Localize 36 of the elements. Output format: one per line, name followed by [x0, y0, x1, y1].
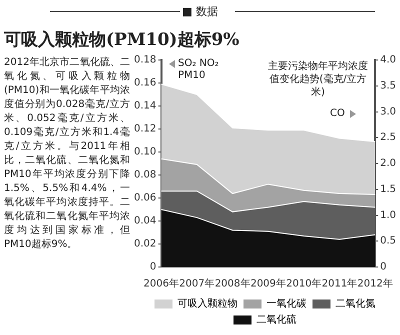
y-tick-label: 0.06 [134, 192, 156, 204]
y2-tick-label: 2.0 [380, 158, 396, 170]
y2-tick-label: 1.5 [380, 184, 396, 195]
x-tick-label: 2011年 [322, 278, 358, 290]
x-tick-label: 2007年 [179, 278, 215, 290]
legend-label: 一氧化碳 [266, 298, 306, 310]
y2-tick-label: 2.5 [380, 132, 396, 144]
text: 2012年北京市二氧化硫、二氧化氮、可吸入颗粒物(PM10)和一氧化碳年平均浓度值分别为0.028毫克/立方米、0.052毫克/立方米、0.109毫克/立方米和1.4毫克/立方米。与2011年相比，二氧化硫、二氧化氮和PM10年平均浓度分别下降1.5%、5.5%和4.4%，一氧化碳年平均浓度持平。二氧化硫和二氧化氮年平均浓度均达到国家标准，但PM10超标9%。 [4, 57, 130, 250]
y-tick-label: 0.08 [134, 170, 156, 181]
y-tick-label: 0.10 [134, 146, 156, 158]
y-tick-label: 0.02 [134, 238, 156, 250]
y2-tick-label: 1.0 [380, 210, 396, 221]
y-axis-title: SO₂ NO₂ PM10 [178, 58, 220, 82]
y-tick-label: 0.12 [134, 124, 156, 135]
y-tick-label: 0.18 [134, 54, 156, 66]
legend-label: 可吸入颗粒物 [178, 298, 238, 310]
chart-title: 可吸入颗粒物(PM10)超标9% [4, 29, 240, 51]
y-tick-label: 0.04 [134, 216, 156, 227]
text: ■ 数据 [181, 4, 219, 19]
y2-tick-label: 0 [380, 262, 386, 273]
y2-axis-title: CO [330, 108, 345, 119]
y2-tick-label: 3.0 [380, 106, 396, 118]
y2-tick-label: 3.5 [380, 80, 396, 92]
y2-tick-label: 0.5 [380, 236, 396, 247]
y-tick-label: 0.16 [134, 78, 156, 89]
legend-label: 二氧化氮 [336, 298, 376, 310]
x-tick-label: 2010年 [286, 278, 322, 290]
x-tick-label: 2009年 [250, 278, 286, 290]
y-tick-label: 0.14 [134, 100, 156, 112]
y-tick-label: 0 [150, 262, 156, 273]
x-tick-label: 2008年 [214, 278, 250, 290]
y2-tick-label: 4.0 [380, 54, 396, 66]
text: 主要污染物年平均浓度值变化趋势(毫克/立方米) [268, 60, 368, 99]
x-tick-label: 2006年 [144, 278, 179, 290]
x-tick-label: 2012年 [357, 278, 393, 290]
legend-label: 二氧化硫 [256, 314, 296, 326]
